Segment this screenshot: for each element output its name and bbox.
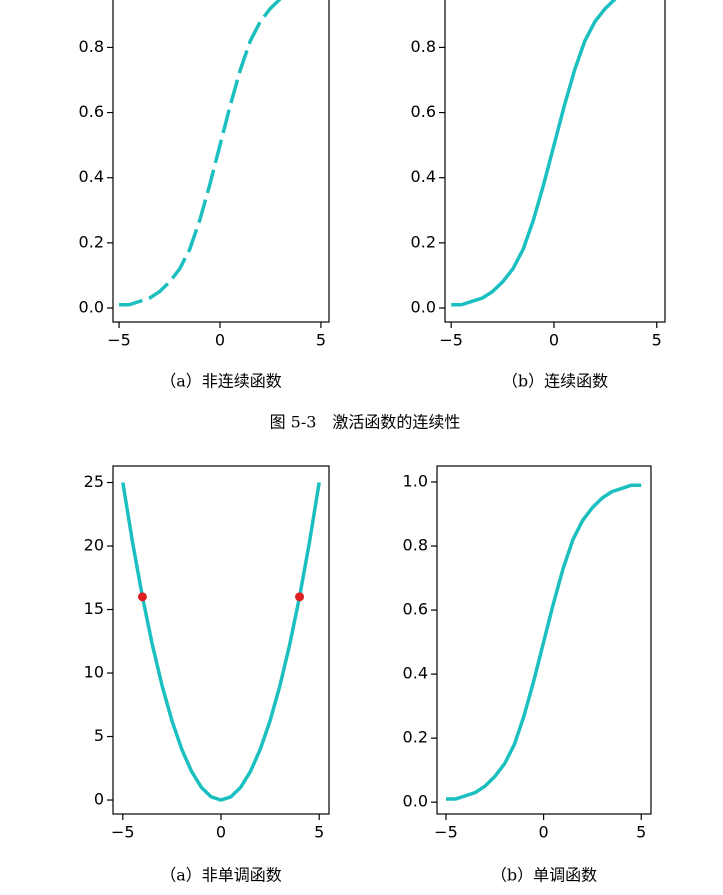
y-tick-label: 0.4 (79, 167, 104, 186)
y-tick-label: 5 (94, 726, 104, 745)
plot-frame (112, 0, 330, 323)
y-tick-label: 0.0 (411, 297, 436, 316)
data-point (137, 592, 147, 602)
x-tick-label: 5 (314, 823, 324, 842)
plot-frame (444, 0, 666, 323)
y-tick-label: 0.8 (403, 536, 428, 555)
y-tick-label: 0 (94, 790, 104, 809)
curve (119, 0, 282, 307)
y-tick-label: 0.4 (411, 167, 436, 186)
curve (451, 0, 617, 307)
x-tick-label: 0 (215, 331, 225, 350)
x-tick-label: 0 (549, 331, 559, 350)
y-tick-label: 15 (84, 599, 104, 618)
y-tick-label: 0.6 (403, 600, 428, 619)
subfigure-caption: （a）非单调函数 (160, 866, 282, 885)
x-tick-label: 5 (316, 331, 326, 350)
x-tick-label: −5 (107, 331, 131, 350)
x-tick-label: −5 (434, 823, 458, 842)
y-tick-label: 0.6 (411, 102, 436, 121)
y-tick-label: 1.0 (403, 472, 428, 491)
y-tick-label: 0.0 (79, 297, 104, 316)
y-tick-label: 0.0 (403, 792, 428, 811)
y-tick-label: 0.2 (411, 232, 436, 251)
y-tick-label: 0.2 (403, 728, 428, 747)
x-tick-label: −5 (439, 331, 463, 350)
x-tick-label: 0 (216, 823, 226, 842)
curve (121, 482, 321, 802)
y-tick-label: 0.2 (79, 232, 104, 251)
y-tick-label: 0.6 (79, 102, 104, 121)
y-tick-label: 10 (84, 663, 104, 682)
subfigure-caption: （b）单调函数 (491, 866, 597, 885)
data-point (295, 592, 305, 602)
subfigure-caption: （b）连续函数 (502, 372, 608, 391)
subfigure-caption: （a）非连续函数 (160, 372, 282, 391)
x-tick-label: 5 (652, 331, 662, 350)
curve (445, 483, 642, 801)
figure-caption: 图 5-3 激活函数的连续性 (270, 413, 461, 432)
x-tick-label: 0 (539, 823, 549, 842)
y-tick-label: 0.4 (403, 664, 428, 683)
plot-frame (112, 465, 330, 815)
y-tick-label: 0.8 (411, 37, 436, 56)
y-tick-label: 20 (84, 536, 104, 555)
y-tick-label: 25 (84, 472, 104, 491)
x-tick-label: −5 (111, 823, 135, 842)
x-tick-label: 5 (636, 823, 646, 842)
y-tick-label: 0.8 (79, 37, 104, 56)
